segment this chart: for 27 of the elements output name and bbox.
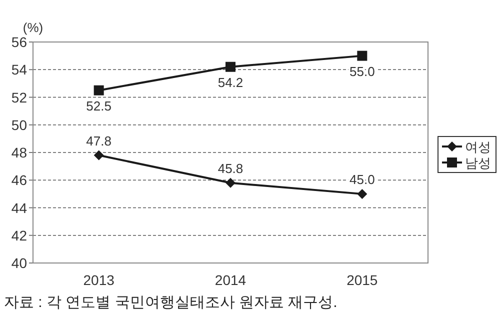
x-tick-label: 2013 — [83, 272, 115, 288]
data-label: 55.0 — [350, 64, 375, 79]
y-tick-label: 52 — [11, 89, 28, 106]
point — [357, 50, 368, 61]
x-tick-label: 2015 — [346, 272, 378, 288]
point — [226, 178, 236, 188]
data-label: 45.8 — [218, 160, 244, 176]
legend-label: 남성 — [465, 156, 491, 170]
y-tick-label: 46 — [11, 172, 28, 188]
y-axis-title: (%) — [22, 20, 44, 35]
y-tick-label: 56 — [11, 34, 28, 50]
text: 자료 : 각 연도별 국민여행실태조사 원자료 재구성. — [4, 294, 338, 311]
data-label: 52.5 — [86, 98, 112, 114]
point — [226, 62, 236, 72]
y-tick-label: 40 — [11, 255, 28, 271]
y-tick-label: 54 — [11, 62, 28, 78]
y-tick-label: 48 — [11, 144, 28, 160]
data-label: 47.8 — [86, 133, 112, 148]
y-tick-label: 44 — [11, 200, 28, 216]
legend-label: 여성 — [465, 140, 491, 154]
data-label: 54.2 — [218, 74, 244, 90]
x-tick-label: 2014 — [214, 272, 246, 288]
point — [94, 150, 104, 160]
point — [357, 188, 368, 199]
point — [94, 85, 104, 96]
y-tick-label: 42 — [11, 227, 28, 244]
y-tick-label: 50 — [11, 116, 28, 133]
